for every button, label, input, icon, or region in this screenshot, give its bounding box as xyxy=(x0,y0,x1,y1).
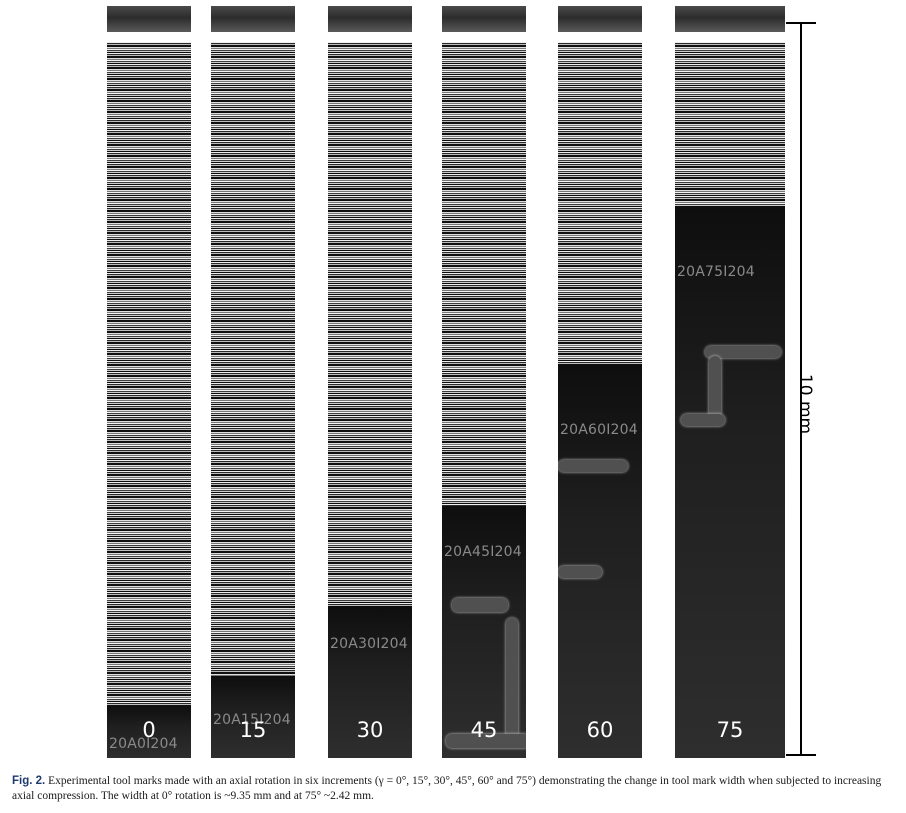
tool-mark-stripes-45 xyxy=(442,42,526,506)
strip-75: 20A75I204 75 xyxy=(675,42,785,758)
engraving-30: 20A30I204 xyxy=(330,636,408,652)
weld-bead-60a xyxy=(558,460,628,472)
strip-top-45 xyxy=(442,6,526,32)
strip-top-0 xyxy=(107,6,191,32)
engraving-0: 20A0I204 xyxy=(109,736,178,752)
angle-label-45: 45 xyxy=(470,718,498,742)
weld-bead-75c xyxy=(681,414,725,426)
angle-label-30: 30 xyxy=(356,718,384,742)
figure-caption: Fig. 2. Experimental tool marks made wit… xyxy=(12,774,896,804)
strip-45: 20A45I204 45 xyxy=(442,42,526,758)
strip-top-15 xyxy=(211,6,295,32)
tool-mark-stripes-75 xyxy=(675,42,785,206)
tool-mark-stripes-0 xyxy=(107,42,191,706)
angle-label-15: 15 xyxy=(239,718,267,742)
weld-bead-60b xyxy=(558,566,602,578)
strip-top-75 xyxy=(675,6,785,32)
engraving-75: 20A75I204 xyxy=(677,264,755,280)
engraving-60: 20A60I204 xyxy=(560,422,638,438)
tool-mark-figure: 20A0I204 0 20A15I204 15 20A30I204 30 20A… xyxy=(107,6,816,758)
weld-bead-45a xyxy=(452,598,508,612)
unmarked-area-75 xyxy=(675,206,785,758)
figure-number: Fig. 2. xyxy=(12,775,46,787)
engraving-45: 20A45I204 xyxy=(444,544,522,560)
strip-top-60 xyxy=(558,6,642,32)
weld-bead-75b xyxy=(709,356,721,418)
scale-bar-bottom-tick xyxy=(786,754,816,756)
engraving-15: 20A15I204 xyxy=(213,712,291,728)
weld-bead-45c xyxy=(446,734,526,748)
strip-top-30 xyxy=(328,6,412,32)
unmarked-area-0 xyxy=(107,706,191,758)
unmarked-area-15 xyxy=(211,676,295,758)
tool-mark-stripes-15 xyxy=(211,42,295,676)
tool-mark-stripes-30 xyxy=(328,42,412,606)
caption-text: Experimental tool marks made with an axi… xyxy=(12,775,882,802)
scale-bar-label: 10 mm xyxy=(795,373,815,435)
scale-bar-line xyxy=(800,22,802,756)
weld-bead-75a xyxy=(705,346,781,358)
unmarked-area-60 xyxy=(558,364,642,758)
angle-label-60: 60 xyxy=(586,718,614,742)
angle-label-75: 75 xyxy=(716,718,744,742)
strip-30: 20A30I204 30 xyxy=(328,42,412,758)
strip-15: 20A15I204 15 xyxy=(211,42,295,758)
strip-0: 20A0I204 0 xyxy=(107,42,191,758)
unmarked-area-30 xyxy=(328,606,412,758)
strip-60: 20A60I204 60 xyxy=(558,42,642,758)
angle-label-0: 0 xyxy=(142,718,156,742)
tool-mark-stripes-60 xyxy=(558,42,642,364)
weld-bead-45b xyxy=(506,618,518,738)
